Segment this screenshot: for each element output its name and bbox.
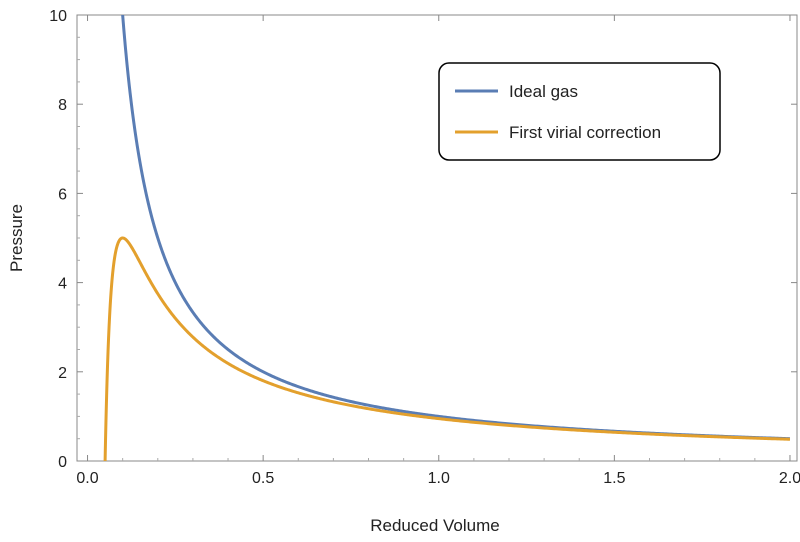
y-tick-label: 2 [58,365,67,382]
y-tick-label: 10 [49,8,67,25]
x-tick-label: 0.5 [252,470,274,487]
legend: Ideal gas First virial correction [438,62,721,161]
x-axis-label: Reduced Volume [370,516,499,535]
x-tick-label: 2.0 [779,470,800,487]
y-tick-label: 6 [58,186,67,203]
y-tick-label: 0 [58,454,67,471]
x-tick-label: 1.5 [603,470,625,487]
ticks-layer: 0.0 0.5 1.0 1.5 2.0 0 2 4 6 8 10 [49,8,800,487]
legend-box [438,62,721,161]
y-tick-label: 8 [58,97,67,114]
legend-label-first-virial: First virial correction [509,123,661,142]
series-layer [103,15,791,461]
x-tick-label: 0.0 [76,470,98,487]
y-axis-label: Pressure [7,204,26,272]
legend-label-ideal-gas: Ideal gas [509,82,578,101]
series-line-first-virial [103,236,791,461]
x-tick-label: 1.0 [428,470,450,487]
y-tick-label: 4 [58,276,67,293]
